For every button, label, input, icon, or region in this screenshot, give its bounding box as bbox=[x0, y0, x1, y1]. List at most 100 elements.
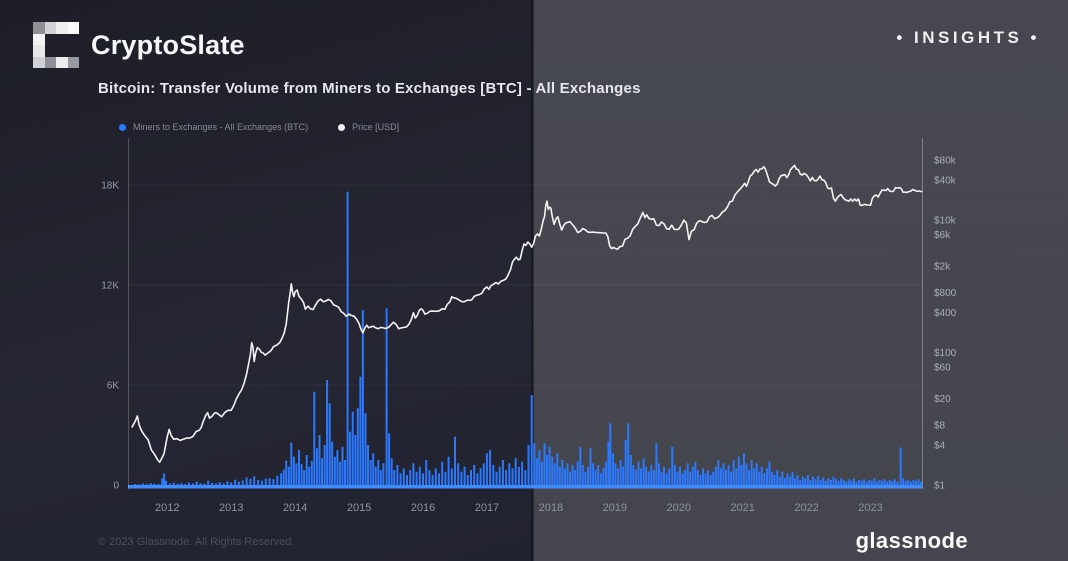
volume-bar bbox=[326, 380, 329, 485]
volume-bar bbox=[696, 470, 699, 485]
volume-bar bbox=[382, 463, 385, 485]
volume-bar bbox=[809, 480, 812, 485]
volume-bar bbox=[385, 308, 388, 485]
background-seam-divider bbox=[531, 0, 534, 561]
volume-bar bbox=[163, 473, 166, 485]
volume-bar bbox=[817, 475, 820, 485]
volume-bar bbox=[589, 448, 592, 485]
volume-bar bbox=[369, 460, 372, 485]
volume-bar bbox=[149, 483, 152, 485]
volume-bar bbox=[614, 463, 617, 485]
volume-bar bbox=[617, 468, 619, 485]
volume-bar bbox=[199, 483, 202, 485]
volume-bar bbox=[783, 478, 786, 485]
volume-bar bbox=[328, 403, 331, 485]
volume-bar bbox=[359, 376, 362, 485]
volume-bar bbox=[732, 460, 735, 485]
volume-bar bbox=[521, 461, 524, 485]
volume-bar bbox=[569, 471, 572, 485]
volume-bar bbox=[604, 461, 607, 485]
volume-bar bbox=[868, 480, 871, 485]
volume-bar bbox=[748, 470, 751, 485]
volume-bar bbox=[548, 446, 551, 485]
volume-bar bbox=[855, 481, 858, 485]
volume-bar bbox=[466, 475, 469, 485]
volume-bar bbox=[145, 484, 148, 485]
volume-bar bbox=[907, 480, 910, 485]
volume-bar bbox=[566, 463, 569, 485]
y-left-tick-label: 18K bbox=[101, 181, 119, 192]
volume-bar bbox=[778, 476, 781, 485]
volume-bar bbox=[835, 479, 837, 485]
legend-item-price[interactable]: Price [USD] bbox=[338, 122, 399, 132]
volume-bar bbox=[237, 481, 240, 485]
volume-bar bbox=[374, 466, 377, 485]
volume-bar bbox=[540, 461, 543, 485]
volume-bar bbox=[737, 456, 740, 485]
x-axis-year-label: 2014 bbox=[283, 502, 307, 514]
volume-bar bbox=[801, 476, 804, 485]
volume-bar bbox=[742, 453, 745, 485]
volume-bar bbox=[622, 466, 625, 485]
volume-bar bbox=[142, 483, 144, 485]
volume-bar bbox=[755, 463, 758, 485]
volume-bar bbox=[303, 470, 306, 485]
cryptoslate-brand: CryptoSlate bbox=[33, 22, 245, 68]
volume-bar bbox=[730, 471, 733, 485]
volume-bar bbox=[888, 480, 891, 485]
volume-bar bbox=[280, 473, 283, 485]
volume-bar bbox=[176, 483, 179, 485]
volume-bar bbox=[168, 483, 171, 485]
volume-bar bbox=[771, 471, 774, 485]
volume-bar bbox=[681, 473, 684, 485]
x-axis-year-label: 2021 bbox=[730, 502, 754, 514]
y-right-tick-label: $1 bbox=[934, 481, 946, 492]
volume-bar bbox=[893, 479, 896, 485]
y-left-tick-label: 12K bbox=[101, 281, 119, 292]
volume-bar bbox=[180, 483, 183, 485]
x-axis-year-label: 2015 bbox=[347, 502, 371, 514]
volume-bar bbox=[543, 443, 546, 485]
volume-bar bbox=[351, 411, 354, 485]
volume-bar bbox=[902, 478, 905, 485]
volume-bar bbox=[354, 435, 357, 485]
volume-bar bbox=[476, 473, 479, 485]
volume-bar bbox=[722, 463, 725, 485]
volume-bar bbox=[272, 479, 275, 485]
volume-bar bbox=[341, 446, 344, 485]
volume-bar bbox=[858, 480, 860, 485]
legend-item-miners-volume[interactable]: Miners to Exchanges - All Exchanges (BTC… bbox=[119, 122, 308, 132]
volume-bar bbox=[485, 453, 488, 485]
volume-bar bbox=[663, 466, 665, 485]
x-axis-year-label: 2018 bbox=[539, 502, 563, 514]
volume-bar bbox=[791, 471, 794, 485]
volume-bar bbox=[847, 479, 850, 485]
volume-bar bbox=[657, 463, 660, 485]
volume-bar bbox=[501, 460, 504, 485]
volume-bar bbox=[234, 479, 237, 485]
volume-bar bbox=[632, 465, 635, 485]
volume-bar bbox=[172, 482, 175, 485]
volume-bar bbox=[473, 465, 476, 485]
volume-bar bbox=[794, 478, 797, 485]
volume-bar bbox=[438, 473, 440, 485]
volume-bar bbox=[645, 466, 648, 485]
volume-bar bbox=[914, 480, 917, 485]
volume-bar bbox=[642, 458, 645, 485]
y-right-tick-label: $6k bbox=[934, 230, 951, 241]
volume-bar bbox=[553, 463, 556, 485]
volume-bar bbox=[399, 473, 402, 485]
volume-baseline bbox=[128, 485, 922, 489]
volume-bar bbox=[665, 473, 668, 485]
x-axis-year-label: 2017 bbox=[475, 502, 499, 514]
volume-bar bbox=[804, 478, 807, 485]
volume-bar bbox=[704, 473, 707, 485]
volume-bar bbox=[655, 443, 658, 485]
volume-bar bbox=[321, 458, 323, 485]
price-line bbox=[131, 164, 923, 464]
volume-bar bbox=[719, 468, 722, 485]
volume-bar bbox=[425, 460, 428, 485]
volume-bar bbox=[607, 441, 610, 485]
volume-bar bbox=[535, 458, 538, 485]
